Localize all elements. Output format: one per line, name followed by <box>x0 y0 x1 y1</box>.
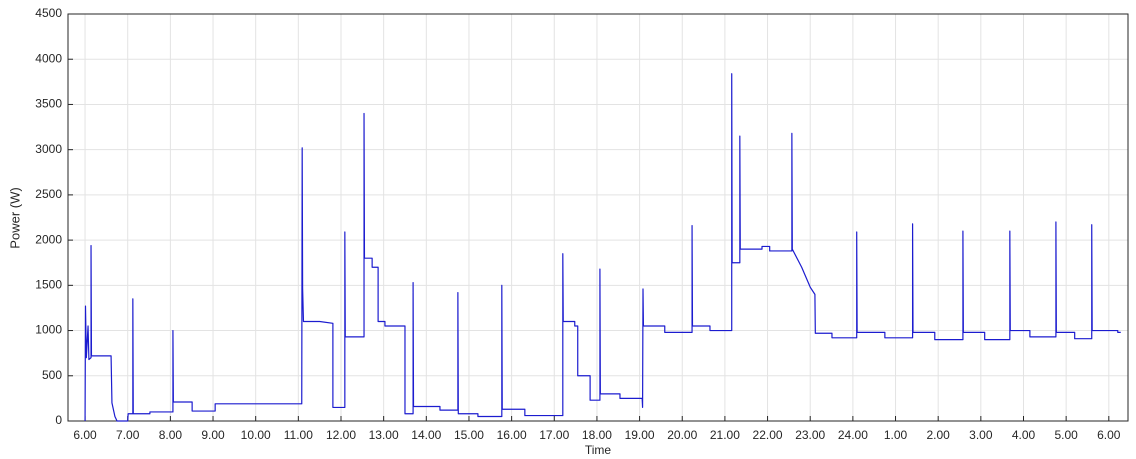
x-axis-label: Time <box>585 443 612 457</box>
plot-area <box>68 14 1128 421</box>
x-tick-label: 22.00 <box>753 428 783 442</box>
x-tick-label: 9.00 <box>201 428 225 442</box>
x-tick-label: 1.00 <box>884 428 908 442</box>
x-tick-label: 17.00 <box>539 428 569 442</box>
axes-box <box>67 13 1129 422</box>
y-axis-label: Power (W) <box>7 187 22 248</box>
x-tick-label: 16.00 <box>497 428 527 442</box>
y-tick-label: 4000 <box>35 51 62 65</box>
y-tick-label: 0 <box>55 413 62 427</box>
x-tick-label: 15.00 <box>454 428 484 442</box>
x-tick-label: 20.00 <box>667 428 697 442</box>
x-tick-label: 2.00 <box>927 428 951 442</box>
y-tick-label: 3000 <box>35 142 62 156</box>
x-tick-label: 13.00 <box>369 428 399 442</box>
x-tick-label: 21.00 <box>710 428 740 442</box>
x-tick-label: 8.00 <box>159 428 183 442</box>
y-tick-label: 1000 <box>35 323 62 337</box>
x-tick-label: 11.00 <box>284 428 313 442</box>
y-tick-label: 500 <box>42 368 62 382</box>
x-tick-label: 23.00 <box>795 428 825 442</box>
x-tick-label: 18.00 <box>582 428 612 442</box>
x-tick-label: 3.00 <box>969 428 993 442</box>
x-tick-label: 4.00 <box>1012 428 1036 442</box>
x-tick-label: 7.00 <box>116 428 140 442</box>
x-tick-label: 24.00 <box>838 428 868 442</box>
power-line <box>84 73 1121 422</box>
y-tick-label: 2500 <box>35 187 62 201</box>
x-tick-label: 6.00 <box>73 428 97 442</box>
x-tick-label: 14.00 <box>411 428 441 442</box>
x-tick-label: 12.00 <box>326 428 356 442</box>
x-tick-label: 5.00 <box>1054 428 1078 442</box>
y-tick-label: 1500 <box>35 278 62 292</box>
y-tick-label: 3500 <box>35 97 62 111</box>
x-tick-label: 10.00 <box>241 428 271 442</box>
x-tick-label: 6.00 <box>1097 428 1121 442</box>
x-tick-label: 19.00 <box>625 428 655 442</box>
y-tick-label: 2000 <box>35 232 62 246</box>
y-tick-label: 4500 <box>35 6 62 20</box>
